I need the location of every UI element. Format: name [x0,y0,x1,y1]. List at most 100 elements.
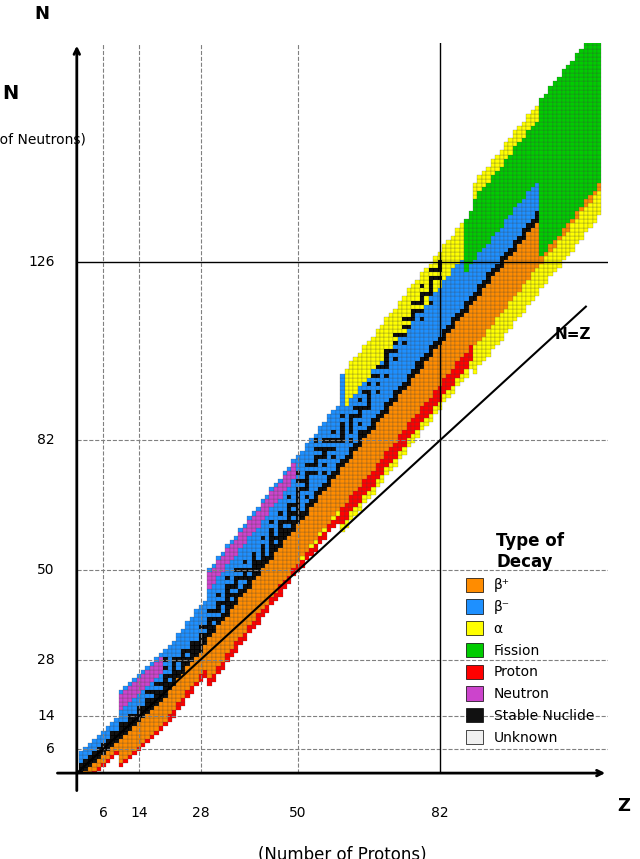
Bar [473,305,477,308]
Bar [460,256,464,260]
Bar [305,511,309,515]
Bar [415,345,420,350]
Bar [593,191,597,195]
Bar [486,252,491,256]
Bar [482,345,486,350]
Bar [504,162,508,167]
Bar [353,438,358,442]
Bar [548,268,553,272]
Bar [340,527,344,532]
Bar [230,572,234,576]
Bar [234,612,238,617]
Bar [482,235,486,240]
Bar [247,600,252,605]
Bar [517,240,522,244]
Bar [380,418,385,423]
Bar [318,471,323,475]
Bar [411,345,415,350]
Bar [517,247,522,252]
Bar [397,381,402,386]
Bar [544,94,548,98]
Bar [473,301,477,305]
Bar [424,418,429,423]
Bar [406,414,411,418]
Bar [278,491,283,496]
Bar [124,751,128,755]
Bar [318,487,323,491]
Bar [309,524,314,527]
Bar [557,187,561,191]
Bar [544,268,548,272]
Bar [300,471,305,475]
Bar [238,642,243,645]
Bar [491,341,495,345]
Bar [406,365,411,369]
Bar [124,685,128,690]
Bar [323,515,327,520]
Bar [252,612,256,617]
Bar [504,317,508,320]
Bar [420,333,424,337]
Bar [535,277,540,280]
Bar [504,277,508,280]
Bar [336,426,340,430]
Bar [473,199,477,204]
Bar [278,556,283,560]
Bar [265,520,269,524]
Bar [371,483,376,487]
Bar [305,454,309,459]
Bar [468,240,473,244]
Bar [230,569,234,572]
Bar [500,171,504,174]
Bar [513,199,517,204]
Bar [353,390,358,393]
Bar [526,244,531,247]
Bar [495,167,500,171]
Bar [385,374,389,378]
Bar [336,471,340,475]
Bar [460,374,464,378]
Bar [397,398,402,402]
Bar [477,232,482,235]
Bar [460,260,464,264]
Bar [177,670,181,673]
Bar [451,289,455,292]
Bar [97,746,101,751]
Bar [597,131,602,134]
Bar [332,508,336,511]
Bar [397,357,402,362]
Bar [575,58,579,61]
Bar [230,593,234,597]
Bar [535,143,540,146]
Bar [570,159,575,162]
Bar [504,167,508,171]
Bar [593,183,597,187]
Bar [367,362,371,365]
Bar [189,645,194,649]
Bar [291,471,296,475]
Bar [473,353,477,357]
Bar [477,308,482,313]
Bar [309,532,314,536]
Bar [265,552,269,556]
Bar [291,463,296,466]
Bar [513,232,517,235]
Bar [447,305,451,308]
Bar [420,329,424,333]
Bar [296,556,300,560]
Bar [212,617,216,621]
Bar [460,268,464,272]
Bar [482,191,486,195]
Bar [429,414,433,418]
Bar [230,544,234,548]
Bar [327,454,332,459]
Bar [216,629,221,633]
Bar [163,722,168,727]
Bar [420,301,424,305]
Bar [531,195,535,199]
Bar [154,682,159,685]
Bar [234,569,238,572]
Bar [332,475,336,479]
Bar [548,171,553,174]
Bar [198,605,203,609]
